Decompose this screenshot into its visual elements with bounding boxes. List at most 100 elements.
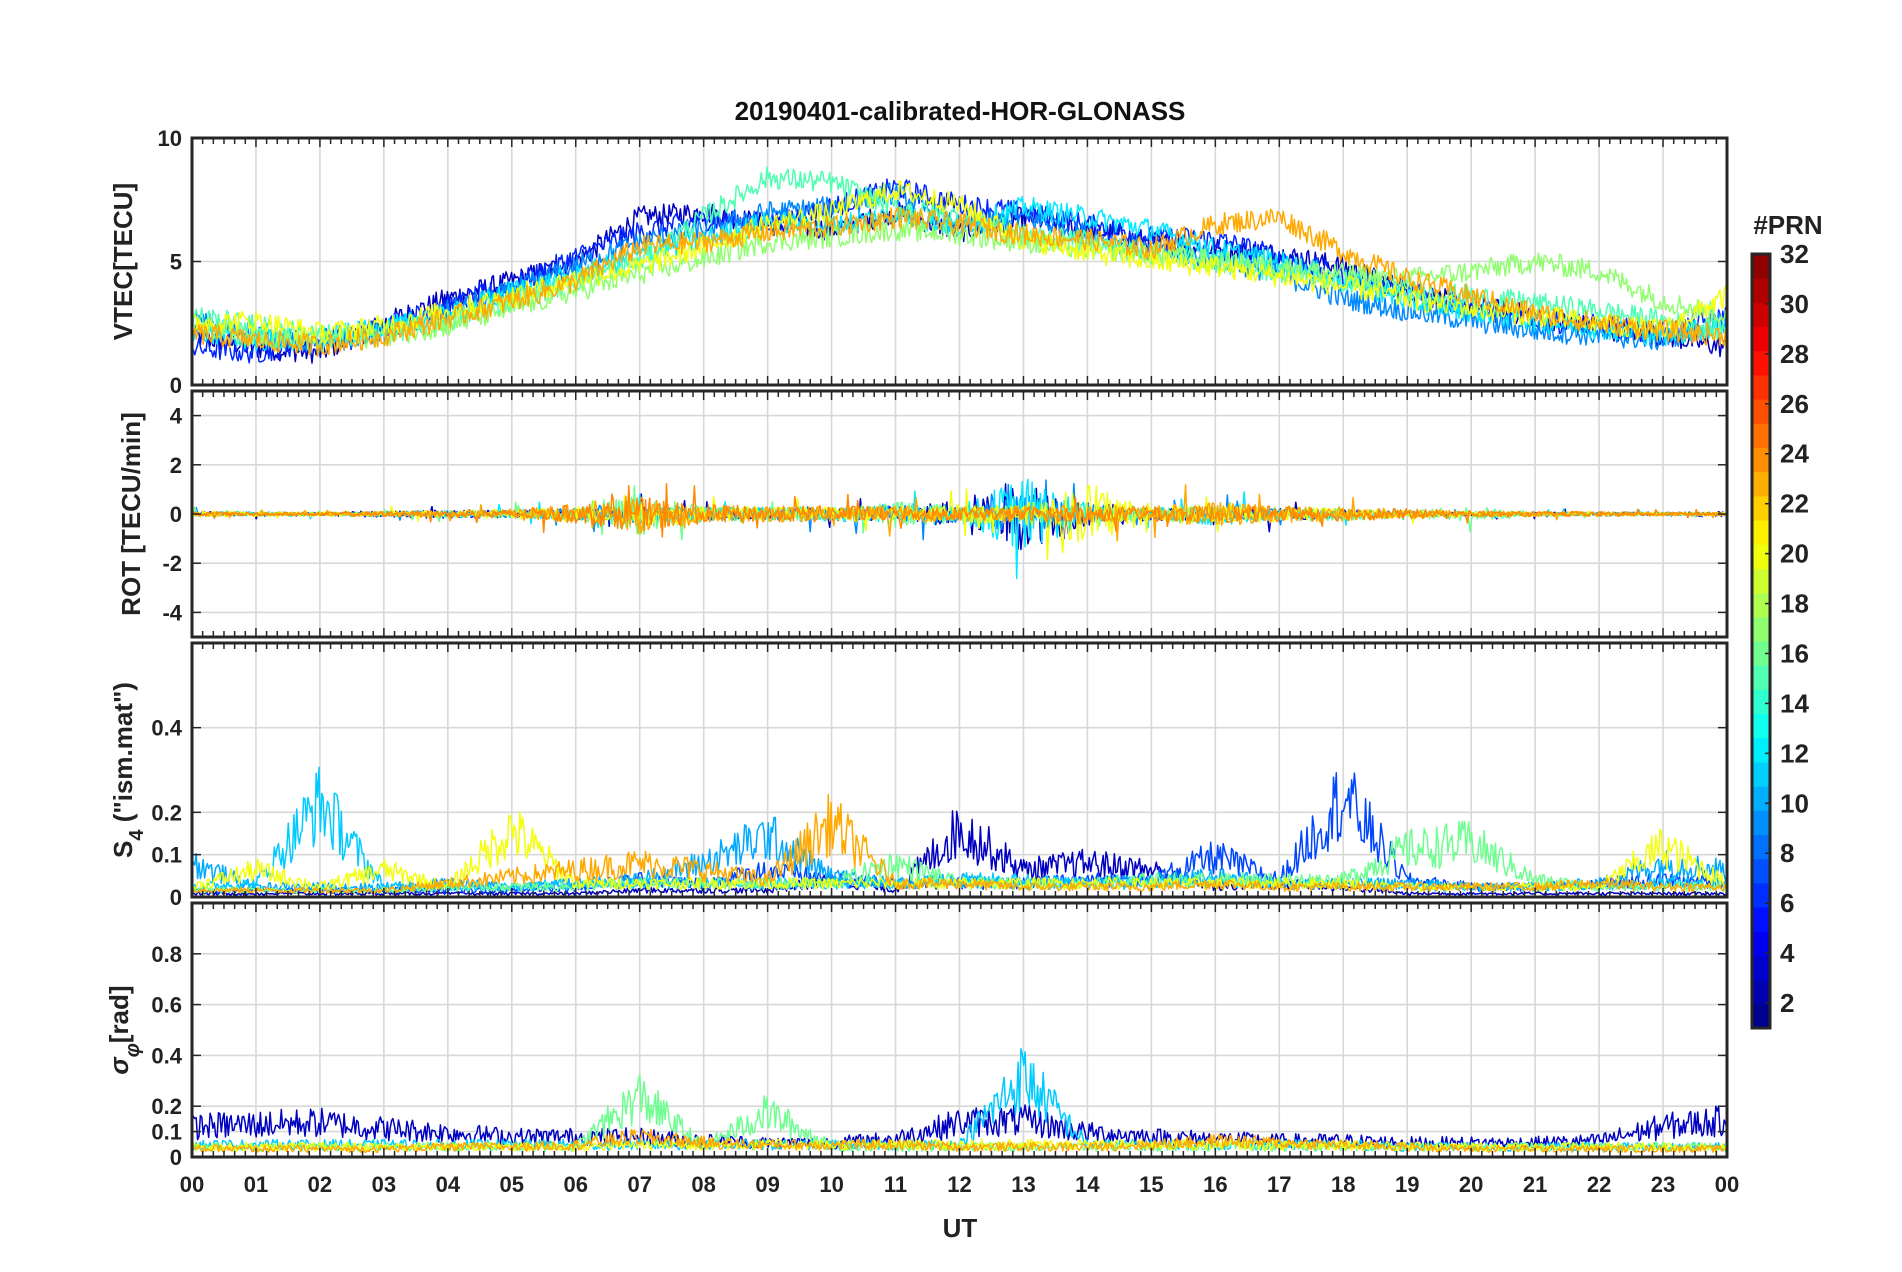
colorbar-segment [1752, 278, 1770, 303]
y-tick-label: 4 [170, 404, 183, 429]
panel-2: -4 -2 0 2 4 ROT [TECU/min] [116, 389, 1729, 639]
x-tick-label: 06 [564, 1172, 588, 1197]
x-axis: 00 01 02 03 04 05 06 07 08 09 10 11 12 13 14 15 16 17 18 19… [180, 1172, 1739, 1197]
colorbar-tick-label: 18 [1780, 589, 1809, 619]
colorbar-segment [1752, 399, 1770, 424]
y-tick-label: 0.4 [151, 716, 182, 741]
colorbar-segment [1752, 495, 1770, 521]
x-tick-label: 20 [1459, 1172, 1483, 1197]
x-tick-label: 03 [372, 1172, 396, 1197]
colorbar-segment [1752, 447, 1770, 473]
y-axis-label: σφ[rad] [104, 985, 144, 1074]
colorbar-segment [1752, 979, 1770, 1005]
x-tick-label: 23 [1651, 1172, 1675, 1197]
colorbar-segment [1752, 955, 1770, 981]
y-tick-label: 5 [170, 250, 182, 275]
colorbar-tick-label: 4 [1780, 938, 1795, 968]
colorbar-tick-label: 30 [1780, 289, 1809, 319]
colorbar-segment [1752, 254, 1770, 279]
x-tick-label: 05 [500, 1172, 524, 1197]
x-tick-label: 15 [1139, 1172, 1163, 1197]
y-tick-label: 0.1 [151, 843, 182, 868]
colorbar-tick-label: 20 [1780, 539, 1809, 569]
colorbar-tick-label: 22 [1780, 489, 1809, 519]
x-tick-label: 13 [1011, 1172, 1035, 1197]
y-axis-label: ROT [TECU/min] [116, 412, 146, 616]
x-tick-label: 02 [308, 1172, 332, 1197]
y-tick-label: 0 [170, 1145, 182, 1170]
colorbar-segment [1752, 568, 1770, 594]
colorbar-tick-label: 10 [1780, 788, 1809, 818]
colorbar-tick-label: 2 [1780, 988, 1794, 1018]
y-tick-label: 0.4 [151, 1043, 182, 1068]
colorbar-segment [1752, 737, 1770, 763]
x-tick-label: 00 [180, 1172, 204, 1197]
y-tick-label: 10 [158, 126, 182, 151]
colorbar-segment [1752, 520, 1770, 545]
colorbar-label: #PRN [1753, 210, 1822, 240]
colorbar-tick-label: 32 [1780, 239, 1809, 269]
panel-3: 0 0.1 0.2 0.4S4 ("ism.mat") [108, 641, 1729, 910]
x-tick-label: 12 [947, 1172, 971, 1197]
colorbar-tick-label: 24 [1780, 439, 1809, 469]
series-prn-3 [192, 1104, 1727, 1150]
colorbar-segment [1752, 907, 1770, 932]
series-prn-23 [192, 206, 1727, 358]
colorbar-tick-label: 8 [1780, 838, 1794, 868]
y-tick-label: 0 [170, 885, 182, 910]
series-group [192, 166, 1727, 364]
y-tick-label: 0.2 [151, 1094, 182, 1119]
y-tick-label: 0 [170, 373, 182, 398]
colorbar-segment [1752, 1003, 1770, 1029]
colorbar-segment [1752, 350, 1770, 376]
x-tick-label: 16 [1203, 1172, 1227, 1197]
colorbar-tick-label: 6 [1780, 888, 1794, 918]
colorbar-segment [1752, 665, 1770, 690]
colorbar-segment [1752, 931, 1770, 956]
y-tick-label: -4 [162, 600, 182, 625]
x-axis-label: UT [943, 1213, 978, 1243]
x-tick-label: 00 [1715, 1172, 1739, 1197]
colorbar-segment [1752, 302, 1770, 328]
series-prn-20 [192, 179, 1727, 345]
x-tick-label: 07 [627, 1172, 651, 1197]
colorbar-segment [1752, 761, 1770, 787]
colorbar-segment [1752, 544, 1770, 569]
y-tick-label: 2 [170, 453, 182, 478]
x-tick-label: 01 [244, 1172, 268, 1197]
panel-1: 0 5 10 VTEC[TECU] [108, 126, 1729, 398]
y-axis-label: VTEC[TECU] [108, 183, 138, 340]
x-tick-label: 11 [884, 1172, 907, 1197]
colorbar-tick-label: 14 [1780, 688, 1809, 718]
colorbar-segment [1752, 374, 1770, 400]
series-group [192, 478, 1727, 580]
colorbar-segment [1752, 689, 1770, 715]
y-tick-label: 0.6 [151, 993, 182, 1018]
y-tick-label: 0.1 [151, 1120, 182, 1145]
x-tick-label: 14 [1075, 1172, 1100, 1197]
y-tick-label: 0 [170, 502, 182, 527]
colorbar-segment [1752, 641, 1770, 666]
series-prn-23 [192, 1128, 1727, 1154]
colorbar-segment [1752, 326, 1770, 352]
x-tick-label: 21 [1523, 1172, 1547, 1197]
y-tick-label: 0.8 [151, 942, 182, 967]
colorbar-frame [1750, 252, 1772, 1030]
y-tick-label: 0.2 [151, 800, 182, 825]
series-prn-23 [192, 793, 1727, 894]
colorbar-segment [1752, 471, 1770, 497]
colorbar-segment [1752, 810, 1770, 835]
colorbar-tick-label: 12 [1780, 738, 1809, 768]
x-tick-label: 10 [819, 1172, 843, 1197]
colorbar-segment [1752, 616, 1770, 642]
colorbar-segment [1752, 858, 1770, 884]
panel-4: 00.10.2 0.4 0.6 0.8 σφ[rad] [104, 901, 1729, 1170]
colorbar-tick-label: 16 [1780, 638, 1809, 668]
x-tick-label: 17 [1267, 1172, 1291, 1197]
colorbar-segment [1752, 423, 1770, 448]
x-tick-label: 08 [691, 1172, 715, 1197]
colorbar-tick-label: 28 [1780, 339, 1809, 369]
x-tick-label: 04 [436, 1172, 461, 1197]
